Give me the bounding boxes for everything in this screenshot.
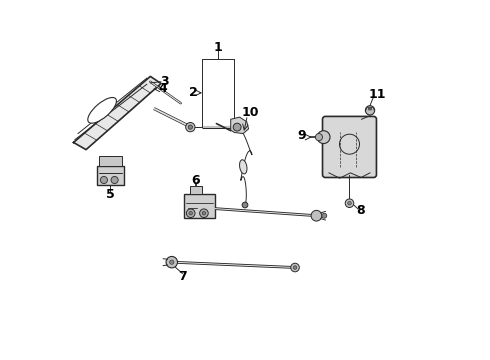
FancyBboxPatch shape (97, 166, 123, 185)
Circle shape (186, 209, 195, 217)
Polygon shape (231, 117, 248, 134)
Text: 4: 4 (158, 82, 167, 95)
Circle shape (348, 202, 351, 205)
Circle shape (242, 202, 248, 208)
FancyBboxPatch shape (190, 186, 202, 194)
Circle shape (186, 122, 195, 132)
Circle shape (199, 209, 208, 217)
Circle shape (100, 176, 107, 184)
Text: 3: 3 (160, 75, 169, 88)
Ellipse shape (88, 98, 117, 123)
Circle shape (345, 199, 354, 207)
FancyBboxPatch shape (322, 116, 376, 177)
Circle shape (316, 134, 322, 141)
Circle shape (366, 106, 375, 115)
Text: 2: 2 (189, 86, 197, 99)
Text: 6: 6 (192, 174, 200, 186)
Circle shape (293, 266, 297, 269)
Text: 5: 5 (106, 188, 114, 201)
Circle shape (233, 123, 241, 131)
Circle shape (166, 256, 177, 268)
Circle shape (111, 176, 118, 184)
Circle shape (322, 213, 327, 218)
Text: 11: 11 (368, 88, 386, 101)
Text: 1: 1 (214, 41, 222, 54)
Circle shape (170, 260, 174, 264)
Circle shape (311, 210, 322, 221)
Circle shape (317, 131, 330, 144)
Ellipse shape (240, 160, 247, 174)
Polygon shape (74, 76, 161, 150)
Circle shape (291, 263, 299, 272)
Text: 7: 7 (178, 270, 187, 283)
Text: 9: 9 (298, 129, 306, 142)
Text: 10: 10 (242, 105, 259, 119)
Circle shape (188, 125, 193, 129)
Text: 8: 8 (356, 204, 365, 217)
FancyBboxPatch shape (184, 194, 215, 217)
Circle shape (189, 211, 193, 215)
Circle shape (202, 211, 206, 215)
FancyBboxPatch shape (98, 156, 122, 166)
